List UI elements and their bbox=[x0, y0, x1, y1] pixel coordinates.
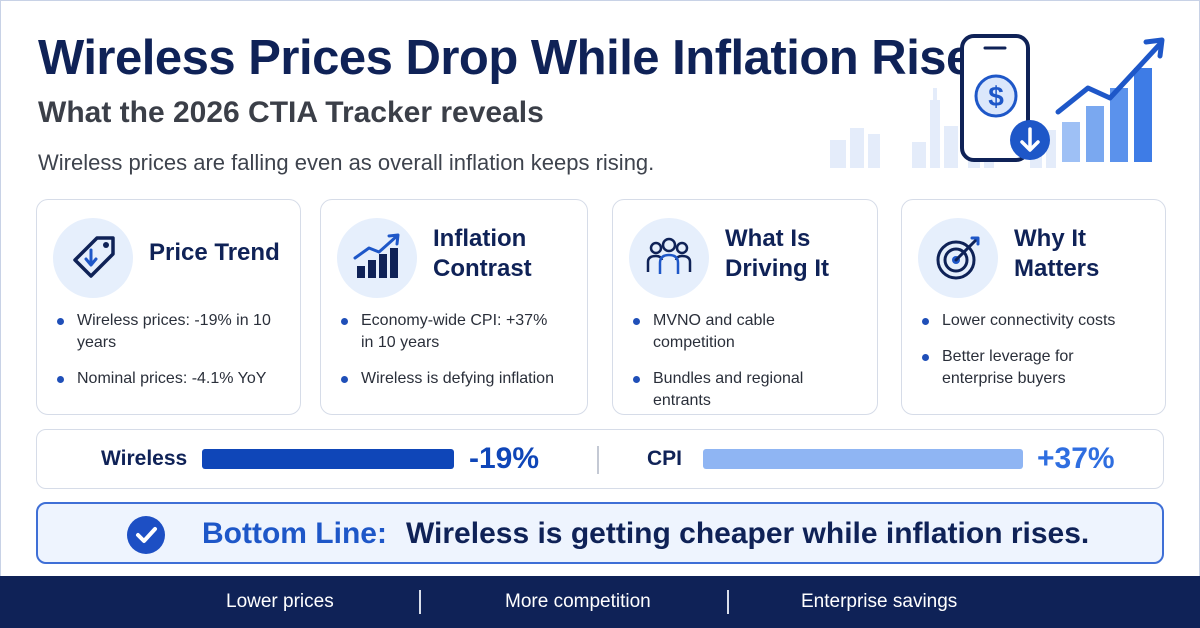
list-item: Better leverage for enterprise buyers bbox=[920, 346, 1100, 390]
card-title: Price Trend bbox=[149, 239, 280, 266]
footer-divider bbox=[419, 590, 421, 614]
svg-text:$: $ bbox=[988, 81, 1004, 112]
smartphone-dollar-icon: $ bbox=[960, 34, 1030, 162]
check-circle-icon bbox=[127, 516, 165, 554]
card-title-line: Contrast bbox=[433, 255, 532, 282]
card-what-is-driving-it: What Is Driving It MVNO and cable compet… bbox=[612, 199, 878, 415]
card-price-trend: Price Trend Wireless prices: -19% in 10 … bbox=[36, 199, 301, 415]
list-item: MVNO and cable competition bbox=[631, 310, 801, 354]
card-title: Inflation Contrast bbox=[433, 224, 583, 284]
footer-item: Enterprise savings bbox=[801, 591, 958, 612]
cpi-label: CPI bbox=[647, 447, 683, 470]
card-title-line: Matters bbox=[1014, 255, 1100, 282]
card-inflation-contrast: Inflation Contrast Economy-wide CPI: +37… bbox=[320, 199, 588, 415]
page-tagline: Wireless prices are falling even as over… bbox=[38, 150, 655, 175]
list-item: Wireless prices: -19% in 10 years bbox=[55, 310, 290, 354]
wireless-value: -19% bbox=[469, 442, 540, 475]
comparison-row: Wireless -19% CPI +37% bbox=[36, 429, 1164, 489]
bottom-line-text: Wireless is getting cheaper while inflat… bbox=[406, 517, 1090, 550]
wireless-label: Wireless bbox=[101, 447, 188, 470]
page-subtitle: What the 2026 CTIA Tracker reveals bbox=[38, 96, 544, 129]
bottom-line-banner: Bottom Line: Wireless is getting cheaper… bbox=[36, 502, 1164, 564]
card-title-line: Driving It bbox=[725, 255, 830, 282]
people-group-icon bbox=[629, 218, 709, 298]
bar-chart-up-icon bbox=[337, 218, 417, 298]
rising-bar-chart-icon bbox=[1055, 37, 1165, 162]
card-title-line: Why It bbox=[1014, 225, 1086, 252]
bottom-line-label: Bottom Line: bbox=[202, 517, 387, 550]
footer-bar: Lower prices More competition Enterprise… bbox=[0, 576, 1200, 628]
footer-divider bbox=[727, 590, 729, 614]
card-title: What Is Driving It bbox=[725, 224, 875, 284]
bullet-list: Lower connectivity costs Better leverage… bbox=[920, 310, 1155, 404]
bullet-list: MVNO and cable competition Bundles and r… bbox=[631, 310, 867, 426]
cpi-bar bbox=[703, 449, 1023, 469]
list-item: Nominal prices: -4.1% YoY bbox=[55, 368, 290, 390]
page-title: Wireless Prices Drop While Inflation Ris… bbox=[38, 31, 1000, 85]
cpi-value: +37% bbox=[1037, 442, 1115, 475]
bullet-list: Wireless prices: -19% in 10 years Nomina… bbox=[55, 310, 290, 404]
list-item: Economy-wide CPI: +37% in 10 years bbox=[339, 310, 549, 354]
list-item: Bundles and regional entrants bbox=[631, 368, 831, 412]
list-item: Lower connectivity costs bbox=[920, 310, 1155, 332]
target-icon bbox=[918, 218, 998, 298]
hero-illustration: $ bbox=[820, 30, 1180, 170]
footer-item: Lower prices bbox=[226, 591, 334, 612]
list-item: Wireless is defying inflation bbox=[339, 368, 577, 390]
footer-item: More competition bbox=[505, 591, 651, 612]
card-title-line: What Is bbox=[725, 225, 811, 252]
wireless-bar bbox=[202, 449, 454, 469]
card-title-line: Inflation bbox=[433, 225, 527, 252]
down-arrow-badge-icon bbox=[1010, 120, 1050, 160]
card-why-it-matters: Why It Matters Lower connectivity costs … bbox=[901, 199, 1166, 415]
bullet-list: Economy-wide CPI: +37% in 10 years Wirel… bbox=[339, 310, 577, 404]
divider bbox=[597, 446, 599, 474]
price-tag-down-icon bbox=[53, 218, 133, 298]
card-title: Why It Matters bbox=[1014, 224, 1164, 284]
